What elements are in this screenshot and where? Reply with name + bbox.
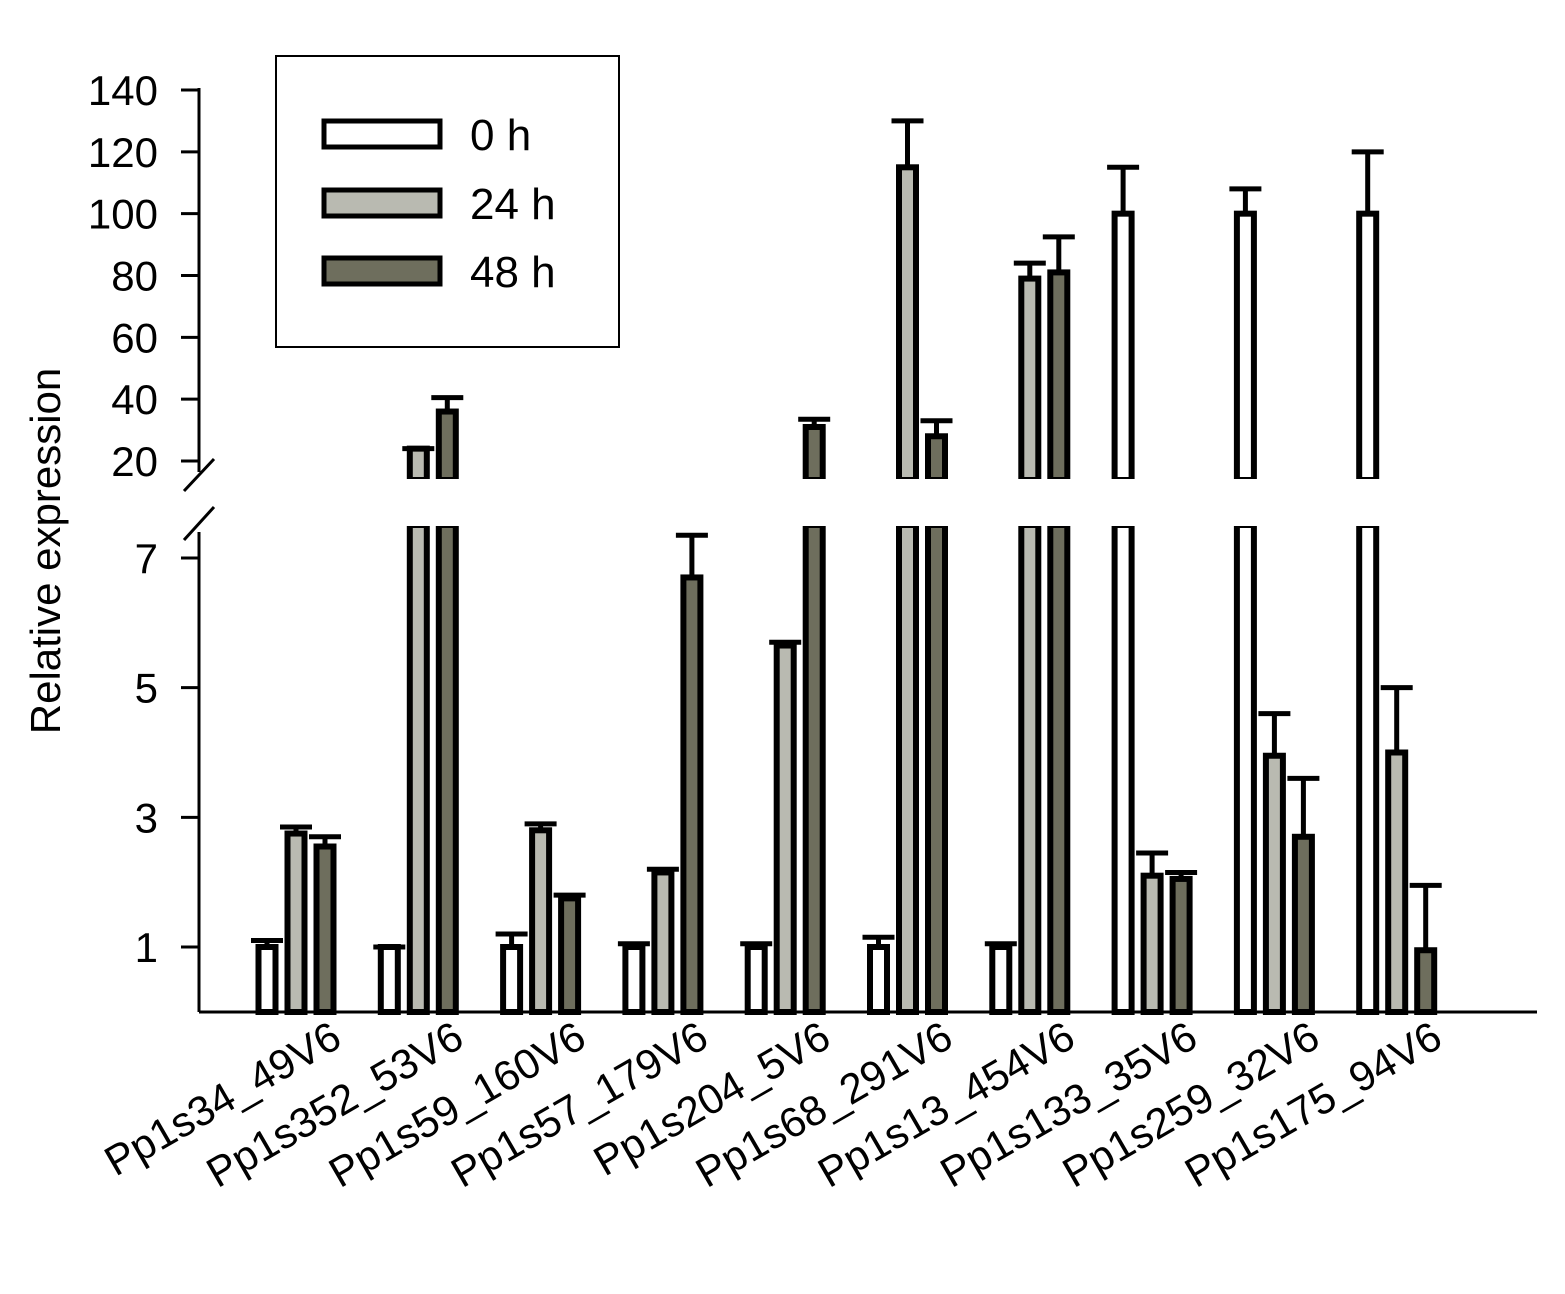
- y-tick-label: 140: [88, 67, 158, 114]
- bar: [744, 944, 768, 1015]
- bar-upper-segment: [1356, 210, 1380, 484]
- bar-break-gap: [924, 479, 949, 485]
- bar: [284, 830, 308, 1016]
- legend-label: 48 h: [470, 248, 556, 297]
- bar-break-gap: [1046, 521, 1072, 526]
- bar-break-gap: [1232, 479, 1258, 485]
- legend: 0 h 24 h 48 h: [275, 55, 620, 348]
- bar: [377, 944, 401, 1015]
- bar: [925, 522, 948, 1015]
- bar: [622, 944, 646, 1015]
- y-tick-label: 20: [111, 438, 158, 485]
- bar-break-gap: [1046, 479, 1072, 485]
- bar-upper-segment: [896, 164, 919, 484]
- bar-upper-segment: [1111, 210, 1135, 484]
- bar-upper-segment: [925, 433, 948, 483]
- bar: [773, 642, 797, 1016]
- legend-swatch: [321, 118, 443, 150]
- legend-swatch: [321, 187, 443, 219]
- bar: [802, 522, 826, 1015]
- bar: [1169, 875, 1193, 1015]
- bar-break-gap: [1017, 479, 1043, 485]
- bar-upper-segment: [802, 423, 826, 484]
- y-tick-label: 40: [111, 376, 158, 423]
- bar: [435, 522, 459, 1015]
- bar-break-gap: [434, 521, 460, 526]
- bar-upper-segment: [406, 445, 430, 483]
- y-tick-label: 1: [135, 924, 158, 971]
- y-tick-label: 60: [111, 314, 158, 361]
- bar-upper-segment: [1047, 269, 1071, 483]
- legend-label: 0 h: [470, 111, 531, 160]
- bar-upper-segment: [435, 408, 459, 483]
- bar: [406, 522, 430, 1015]
- bar-break-gap: [924, 521, 949, 526]
- bar: [1291, 833, 1315, 1015]
- y-tick-label: 80: [111, 253, 158, 300]
- bar: [680, 574, 704, 1015]
- bar-break-gap: [434, 479, 460, 485]
- y-tick-label: 5: [135, 665, 158, 712]
- axis-break-mark: [182, 457, 216, 493]
- bar: [1111, 522, 1135, 1015]
- bar: [1233, 522, 1257, 1015]
- bar-break-gap: [405, 521, 431, 526]
- bar-break-gap: [895, 521, 920, 526]
- legend-label: 24 h: [470, 180, 556, 229]
- bar: [255, 944, 279, 1015]
- bar: [1414, 947, 1438, 1015]
- bar: [896, 522, 919, 1015]
- bar: [500, 944, 524, 1015]
- bar: [1018, 522, 1042, 1015]
- bar: [651, 869, 675, 1015]
- y-tick-label: 7: [135, 535, 158, 582]
- bar-upper-segment: [1233, 210, 1257, 484]
- legend-swatch: [321, 255, 443, 287]
- y-axis-title: Relative expression: [22, 368, 69, 735]
- bar: [313, 843, 337, 1016]
- bar-break-gap: [895, 479, 920, 485]
- bar-break-gap: [1110, 521, 1136, 526]
- bar: [1262, 752, 1286, 1015]
- bar: [558, 895, 582, 1015]
- bar: [1140, 872, 1164, 1016]
- tick-labels-layer: 20 40 60 80 100 120 140 1 3 5 7: [88, 67, 199, 971]
- bar-upper-segment: [1018, 275, 1042, 484]
- bar-break-gap: [801, 479, 827, 485]
- y-tick-label: 120: [88, 129, 158, 176]
- bar: [867, 944, 890, 1015]
- bar-break-gap: [1110, 479, 1136, 485]
- category-labels-layer: Pp1s34_49V6Pp1s352_53V6Pp1s59_160V6Pp1s5…: [96, 1012, 1449, 1196]
- bar: [529, 827, 553, 1015]
- axis-break-mark: [182, 505, 216, 542]
- y-tick-label: 100: [88, 191, 158, 238]
- bar-break-gap: [1355, 521, 1381, 526]
- bar: [1047, 522, 1071, 1015]
- bar-break-gap: [1017, 521, 1043, 526]
- bar-break-gap: [1232, 521, 1258, 526]
- bar: [989, 944, 1013, 1015]
- bar: [1356, 522, 1380, 1015]
- bar-break-gap: [405, 479, 431, 485]
- bar-break-gap: [1355, 479, 1381, 485]
- bar-break-gap: [801, 521, 827, 526]
- bar: [1385, 749, 1409, 1015]
- y-tick-label: 3: [135, 794, 158, 841]
